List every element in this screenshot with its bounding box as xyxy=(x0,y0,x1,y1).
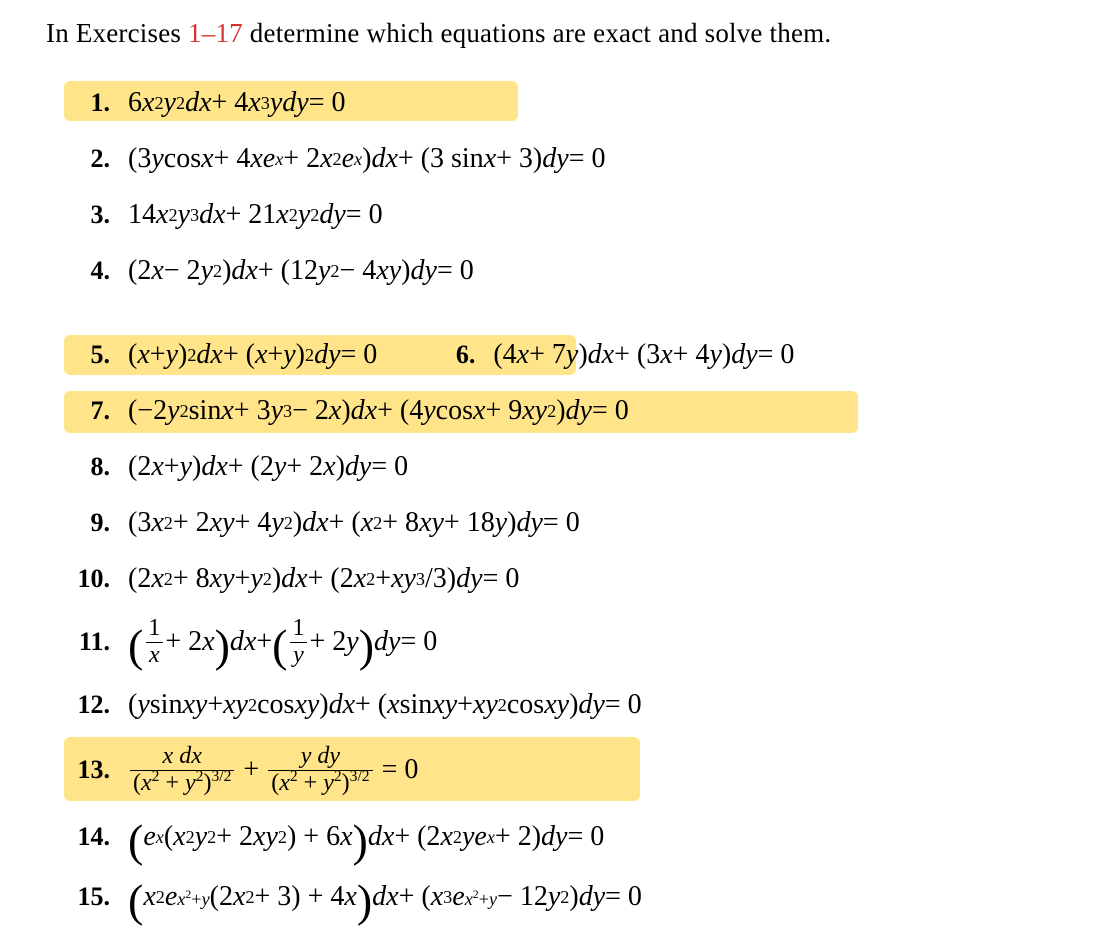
problem-8: 8. (2x + y) dx + (2y + 2x) dy = 0 xyxy=(54,441,1115,493)
problem-2: 2. (3y cos x + 4xex + 2x2ex) dx + (3 sin… xyxy=(54,133,1115,185)
problem-number: 14. xyxy=(54,822,128,852)
problem-number: 12. xyxy=(54,690,128,720)
problem-13: 13. x dx(x2 + y2)3/2 + y dy(x2 + y2)3/2 … xyxy=(54,735,1115,805)
problem-equation: (y sin xy + xy2 cos xy) dx + (x sin xy +… xyxy=(128,689,642,721)
problem-number: 4. xyxy=(54,256,128,286)
problem-equation: (4x + 7y) dx + (3x + 4y) dy = 0 xyxy=(493,339,794,371)
problem-10: 10. (2x2 + 8xy + y2) dx + (2x2 + xy3/3) … xyxy=(54,553,1115,605)
instruction-range: 1–17 xyxy=(188,18,243,48)
problem-3: 3. 14x2y3 dx + 21x2y2 dy = 0 xyxy=(54,189,1115,241)
problem-number: 3. xyxy=(54,200,128,230)
problem-12: 12. (y sin xy + xy2 cos xy) dx + (x sin … xyxy=(54,679,1115,731)
problem-11: 11. (1x + 2x) dx + (1y + 2y) dy = 0 xyxy=(54,609,1115,675)
problem-number: 7. xyxy=(54,396,128,426)
problem-5-6: 5. (x + y)2 dx + (x + y)2 dy = 0 6. (4x … xyxy=(54,329,1115,381)
problem-equation: (2x2 + 8xy + y2) dx + (2x2 + xy3/3) dy =… xyxy=(128,563,519,595)
instruction-post: determine which equations are exact and … xyxy=(243,18,831,48)
problem-6: 6. (4x + 7y) dx + (3x + 4y) dy = 0 xyxy=(419,339,794,371)
problem-number: 8. xyxy=(54,452,128,482)
problem-equation: (x + y)2 dx + (x + y)2 dy = 0 xyxy=(128,339,377,371)
problem-number: 2. xyxy=(54,144,128,174)
problem-7: 7. (−2y2 sin x + 3y3 − 2x) dx + (4y cos … xyxy=(54,385,1115,437)
problem-4: 4. (2x − 2y2) dx + (12y2 − 4xy) dy = 0 xyxy=(54,245,1115,297)
problem-number: 9. xyxy=(54,508,128,538)
problem-equation: (1x + 2x) dx + (1y + 2y) dy = 0 xyxy=(128,616,437,667)
problem-number: 13. xyxy=(54,755,128,785)
instruction-line: In Exercises 1–17 determine which equati… xyxy=(46,18,1115,49)
problem-list: 1. 6x2y2 dx + 4x3y dy = 0 2. (3y cos x +… xyxy=(46,77,1115,925)
problem-equation: (−2y2 sin x + 3y3 − 2x) dx + (4y cos x +… xyxy=(128,395,629,427)
problem-equation: (2x + y) dx + (2y + 2x) dy = 0 xyxy=(128,451,408,483)
problem-number: 15. xyxy=(54,882,128,912)
problem-equation: x dx(x2 + y2)3/2 + y dy(x2 + y2)3/2 = 0 xyxy=(128,744,418,795)
problem-15: 15. (x2ex2+y(2x2 + 3) + 4x) dx + (x3ex2+… xyxy=(54,869,1115,925)
problem-number: 6. xyxy=(419,340,493,370)
problem-equation: (2x − 2y2) dx + (12y2 − 4xy) dy = 0 xyxy=(128,255,474,287)
page: In Exercises 1–17 determine which equati… xyxy=(0,0,1115,931)
problem-equation: (3x2 + 2xy + 4y2) dx + (x2 + 8xy + 18y) … xyxy=(128,507,580,539)
problem-equation: (x2ex2+y(2x2 + 3) + 4x) dx + (x3ex2+y − … xyxy=(128,881,642,913)
instruction-pre: In Exercises xyxy=(46,18,188,48)
problem-number: 10. xyxy=(54,564,128,594)
problem-number: 11. xyxy=(54,627,128,657)
problem-equation: (3y cos x + 4xex + 2x2ex) dx + (3 sin x … xyxy=(128,143,605,175)
problem-equation: 14x2y3 dx + 21x2y2 dy = 0 xyxy=(128,199,383,231)
problem-number: 1. xyxy=(54,88,128,118)
section-gap xyxy=(54,301,1115,329)
problem-9: 9. (3x2 + 2xy + 4y2) dx + (x2 + 8xy + 18… xyxy=(54,497,1115,549)
problem-equation: 6x2y2 dx + 4x3y dy = 0 xyxy=(128,87,346,119)
problem-equation: (ex(x2y2 + 2xy2) + 6x) dx + (2x2yex + 2)… xyxy=(128,821,604,853)
problem-1: 1. 6x2y2 dx + 4x3y dy = 0 xyxy=(54,77,1115,129)
problem-14: 14. (ex(x2y2 + 2xy2) + 6x) dx + (2x2yex … xyxy=(54,809,1115,865)
problem-number: 5. xyxy=(54,340,128,370)
